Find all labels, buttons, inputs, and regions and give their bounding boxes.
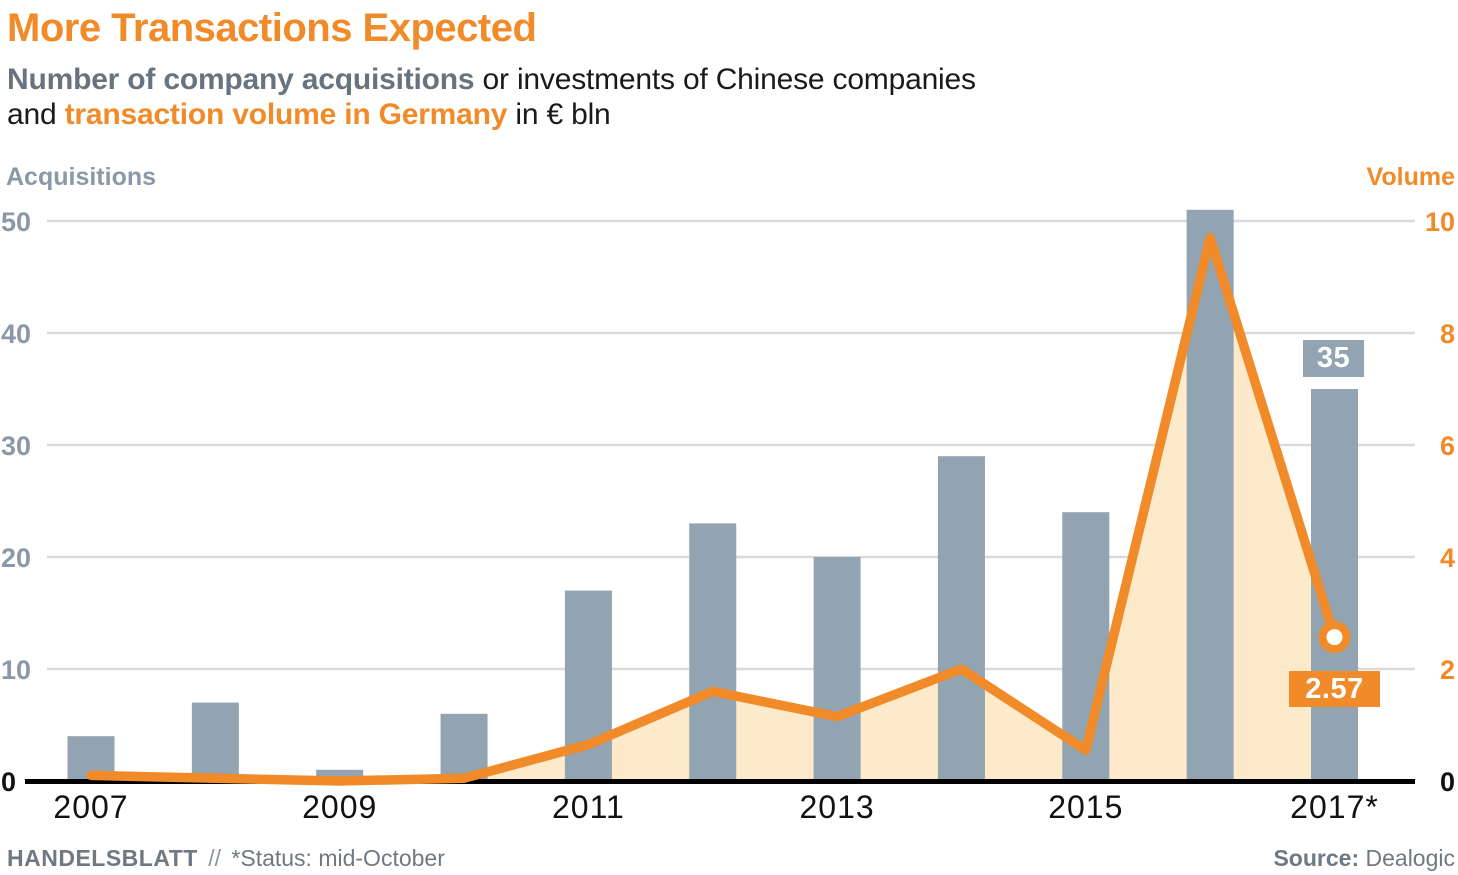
left-axis-tick: 50 (1, 207, 31, 237)
line-endpoint-dot (1318, 621, 1351, 654)
acquisitions-bar (937, 456, 985, 784)
left-axis-tick: 0 (1, 767, 16, 797)
acquisitions-bar (813, 557, 861, 784)
right-axis-tick: 10 (1425, 207, 1455, 237)
subtitle-and: and (7, 98, 65, 131)
x-axis-tick: 2011 (552, 789, 625, 825)
x-axis-tick: 2015 (1048, 789, 1123, 825)
bar-value-badge: 35 (1303, 340, 1364, 377)
subtitle-acquisitions-part: Number of company acquisitions (7, 63, 475, 96)
chart-subtitle: Number of company acquisitions or invest… (7, 62, 976, 132)
page-title: More Transactions Expected (7, 6, 537, 50)
left-axis-title: Acquisitions (6, 163, 157, 191)
line-value-badge: 2.57 (1289, 671, 1380, 707)
acquisitions-bar (191, 702, 239, 784)
acquisitions-bar (689, 523, 737, 784)
left-axis-tick: 20 (1, 543, 31, 573)
right-axis-tick: 2 (1440, 655, 1455, 685)
brand-label: HANDELSBLATT (7, 845, 198, 871)
acquisitions-bar (564, 590, 612, 784)
volume-line (86, 233, 1340, 786)
right-axis-title: Volume (1366, 163, 1455, 191)
x-axis-tick: 2013 (800, 789, 875, 825)
subtitle-volume-part: transaction volume in Germany (64, 98, 508, 131)
footer-separator: // (208, 845, 222, 871)
source-value: Dealogic (1365, 845, 1456, 871)
x-axis-line (25, 779, 1415, 784)
right-axis-tick: 0 (1440, 767, 1455, 797)
x-axis-tick: 2017* (1290, 789, 1379, 825)
status-note: *Status: mid-October (231, 845, 445, 871)
left-axis-tick: 40 (1, 319, 31, 349)
x-axis-tick: 2009 (302, 789, 377, 825)
x-axis-tick: 2007 (53, 789, 128, 825)
right-axis-tick: 4 (1440, 543, 1455, 573)
left-axis-tick: 30 (1, 431, 31, 461)
footer-right: Source: Dealogic (1273, 845, 1455, 872)
right-axis-tick: 6 (1440, 431, 1455, 461)
footer: HANDELSBLATT // *Status: mid-October Sou… (7, 845, 1455, 872)
subtitle-rest2: in € bln (507, 98, 611, 131)
left-axis-tick: 10 (1, 655, 31, 685)
right-axis-tick: 8 (1440, 319, 1455, 349)
footer-left: HANDELSBLATT // *Status: mid-October (7, 845, 445, 872)
subtitle-rest1: or investments of Chinese companies (474, 63, 976, 96)
source-label: Source: (1273, 845, 1360, 871)
